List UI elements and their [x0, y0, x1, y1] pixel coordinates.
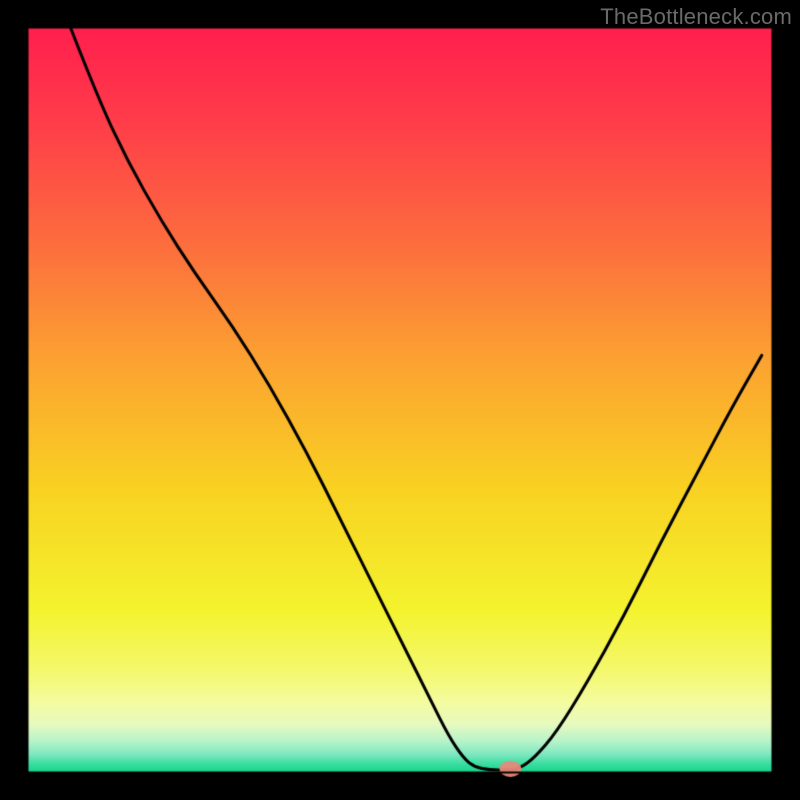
chart-container: TheBottleneck.com: [0, 0, 800, 800]
bottleneck-curve-chart: [0, 0, 800, 800]
